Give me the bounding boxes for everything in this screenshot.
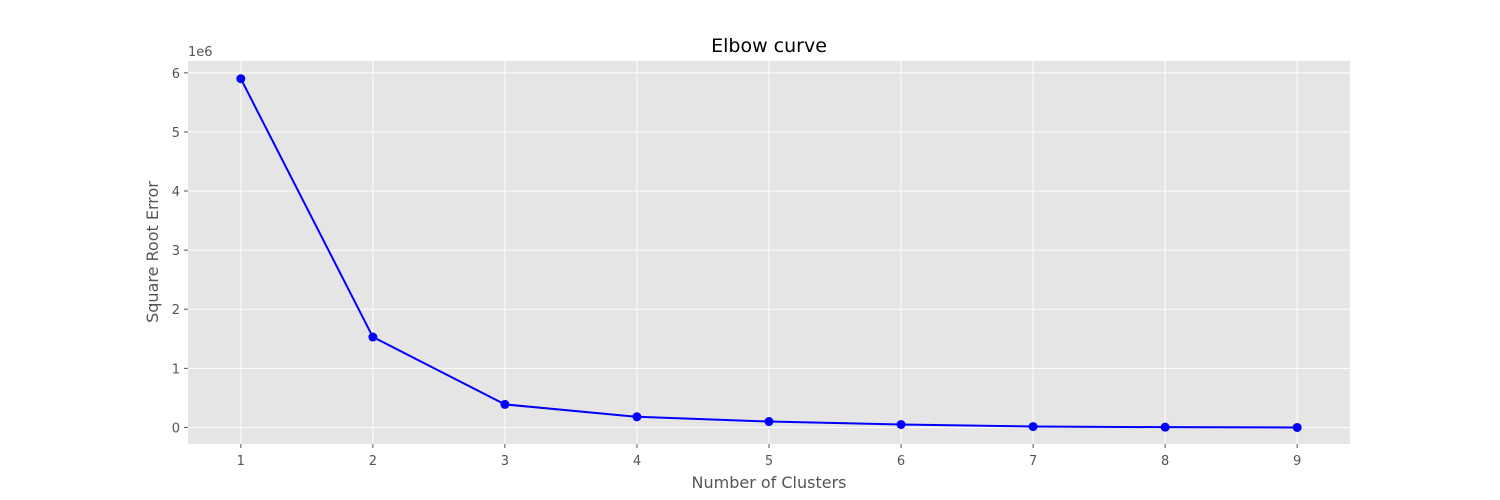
y-tick-label: 5 — [172, 126, 180, 141]
y-tick-label: 0 — [172, 421, 180, 436]
x-tick-label: 8 — [1161, 454, 1169, 469]
y-tick-label: 1 — [172, 362, 180, 377]
data-point — [1292, 422, 1302, 432]
y-tick-label: 4 — [172, 185, 180, 200]
x-tick-label: 4 — [633, 454, 641, 469]
data-point — [896, 419, 906, 429]
y-axis-label: Square Root Error — [143, 181, 162, 323]
y-tick-label: 6 — [172, 67, 180, 82]
data-point — [1160, 422, 1170, 432]
data-point — [500, 399, 510, 409]
y-tick-label: 2 — [172, 303, 180, 318]
data-point — [368, 332, 378, 342]
data-points — [236, 74, 1302, 432]
x-tick-label: 1 — [237, 454, 245, 469]
y-tick-label: 3 — [172, 244, 180, 259]
data-point — [632, 412, 642, 422]
x-tick-label: 3 — [501, 454, 509, 469]
x-tick-label: 2 — [369, 454, 377, 469]
data-point — [236, 74, 246, 84]
x-tick-label: 7 — [1029, 454, 1037, 469]
y-axis: 0 1 2 3 4 5 6 — [172, 67, 188, 436]
data-point — [1028, 422, 1038, 432]
x-axis: 1 2 3 4 5 6 7 8 9 — [237, 444, 1301, 469]
x-tick-label: 9 — [1293, 454, 1301, 469]
x-axis-label: Number of Clusters — [692, 473, 847, 492]
y-axis-offset-label: 1e6 — [188, 45, 213, 60]
x-tick-label: 5 — [765, 454, 773, 469]
x-tick-label: 6 — [897, 454, 905, 469]
data-point — [764, 417, 774, 427]
chart-title: Elbow curve — [711, 35, 827, 57]
